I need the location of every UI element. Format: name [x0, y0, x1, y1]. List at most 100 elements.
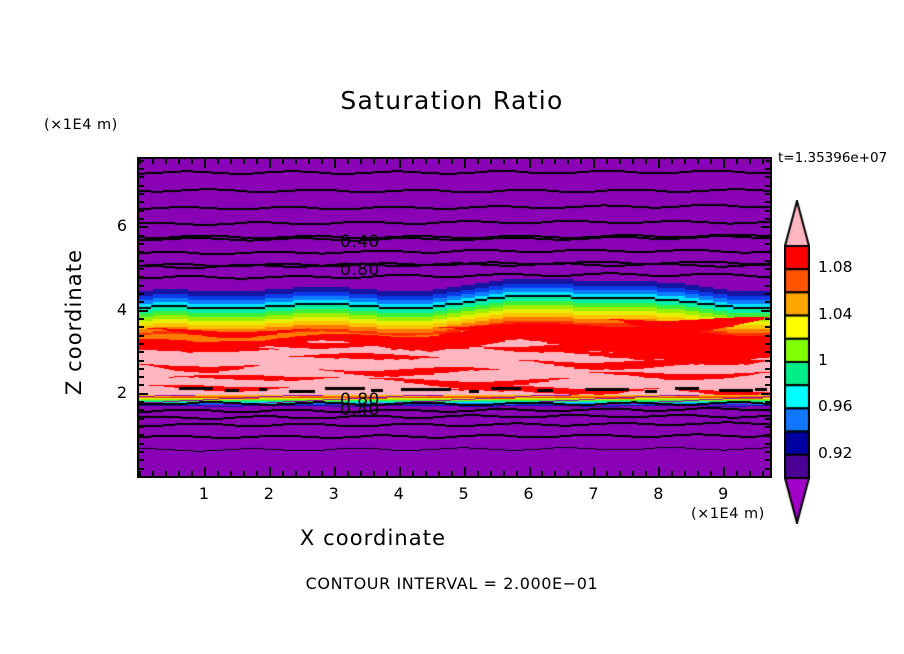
x-tick-bottom: [464, 467, 466, 476]
y-tick-left: [139, 310, 148, 312]
x-tick-top: [658, 159, 660, 168]
y-tick-right: [765, 301, 770, 303]
y-tick-left: [139, 293, 144, 295]
x-tick-bottom: [178, 471, 180, 476]
x-tick-bottom: [580, 471, 582, 476]
y-tick-right: [765, 434, 770, 436]
contour-label: 0.80: [340, 390, 380, 410]
x-tick-top: [503, 159, 505, 164]
y-tick-right: [765, 268, 770, 270]
x-tick-top: [516, 159, 518, 164]
y-tick-left: [139, 285, 144, 287]
colorbar-canvas: [784, 200, 810, 524]
x-tick-top: [360, 159, 362, 164]
y-tick-right: [765, 235, 770, 237]
x-tick-top: [178, 159, 180, 164]
y-tick-left: [139, 443, 144, 445]
x-tick-top: [697, 159, 699, 164]
x-tick-top: [619, 159, 621, 164]
y-tick-left: [139, 368, 144, 370]
x-tick-top: [230, 159, 232, 164]
x-tick-bottom: [477, 471, 479, 476]
x-tick-label: 5: [458, 484, 469, 503]
y-tick-right: [765, 360, 770, 362]
x-tick-bottom: [645, 471, 647, 476]
x-tick-top: [451, 159, 453, 164]
contour-interval-caption: CONTOUR INTERVAL = 2.000E−01: [305, 574, 599, 593]
x-tick-bottom: [412, 471, 414, 476]
y-tick-right: [765, 409, 770, 411]
x-tick-bottom: [399, 467, 401, 476]
x-tick-bottom: [619, 471, 621, 476]
x-tick-bottom: [295, 471, 297, 476]
y-tick-label: 6: [116, 216, 127, 236]
y-tick-right: [765, 185, 770, 187]
x-tick-bottom: [308, 471, 310, 476]
y-tick-left: [139, 176, 144, 178]
x-tick-bottom: [438, 471, 440, 476]
x-tick-bottom: [516, 471, 518, 476]
y-tick-left: [139, 360, 144, 362]
x-tick-top: [541, 159, 543, 164]
x-tick-top: [308, 159, 310, 164]
x-tick-top: [580, 159, 582, 164]
y-tick-right: [765, 351, 770, 353]
y-tick-left: [139, 459, 144, 461]
y-tick-right: [761, 393, 770, 395]
contour-label: 0.40: [340, 400, 380, 420]
x-tick-bottom: [425, 471, 427, 476]
y-tick-right: [765, 401, 770, 403]
y-tick-left: [139, 185, 144, 187]
x-tick-top: [593, 159, 595, 168]
x-tick-top: [321, 159, 323, 164]
y-tick-left: [139, 160, 144, 162]
y-tick-left: [139, 251, 144, 253]
colorbar-tick-label: 1: [818, 351, 828, 369]
y-tick-left: [139, 276, 144, 278]
x-tick-bottom: [347, 471, 349, 476]
x-tick-top: [736, 159, 738, 164]
y-axis-unit-label: (×1E4 m): [44, 117, 118, 133]
colorbar-tick-label: 1.08: [818, 258, 853, 277]
y-tick-label: 2: [116, 382, 127, 402]
x-tick-top: [165, 159, 167, 164]
x-tick-bottom: [217, 471, 219, 476]
x-tick-bottom: [165, 471, 167, 476]
x-tick-top: [671, 159, 673, 164]
x-tick-top: [490, 159, 492, 164]
contour-field-canvas: [139, 159, 770, 476]
x-tick-top: [464, 159, 466, 168]
y-tick-left: [139, 268, 144, 270]
colorbar-tick-label: 0.92: [818, 443, 853, 462]
x-tick-top: [152, 159, 154, 164]
x-tick-bottom: [269, 467, 271, 476]
y-tick-left: [139, 260, 144, 262]
x-tick-bottom: [554, 471, 556, 476]
x-tick-label: 2: [263, 484, 274, 503]
contour-label: 0.40: [340, 232, 380, 252]
x-tick-top: [347, 159, 349, 164]
x-tick-label: 6: [523, 484, 534, 503]
x-tick-bottom: [697, 471, 699, 476]
x-tick-bottom: [658, 467, 660, 476]
x-tick-bottom: [671, 471, 673, 476]
y-tick-right: [765, 368, 770, 370]
y-tick-right: [765, 285, 770, 287]
colorbar-tick-label: 0.96: [818, 397, 853, 416]
colorbar-tick-label: 1.04: [818, 304, 853, 323]
x-tick-bottom: [723, 467, 725, 476]
y-tick-right: [765, 376, 770, 378]
x-tick-top: [477, 159, 479, 164]
y-tick-left: [139, 201, 144, 203]
x-tick-top: [412, 159, 414, 164]
y-tick-left: [139, 434, 144, 436]
x-tick-bottom: [282, 471, 284, 476]
x-tick-top: [256, 159, 258, 164]
x-tick-top: [606, 159, 608, 164]
x-tick-bottom: [321, 471, 323, 476]
y-tick-right: [765, 201, 770, 203]
y-axis-title: Z coordinate: [62, 248, 86, 396]
y-tick-right: [761, 226, 770, 228]
colorbar: [784, 200, 810, 524]
x-tick-bottom: [749, 471, 751, 476]
